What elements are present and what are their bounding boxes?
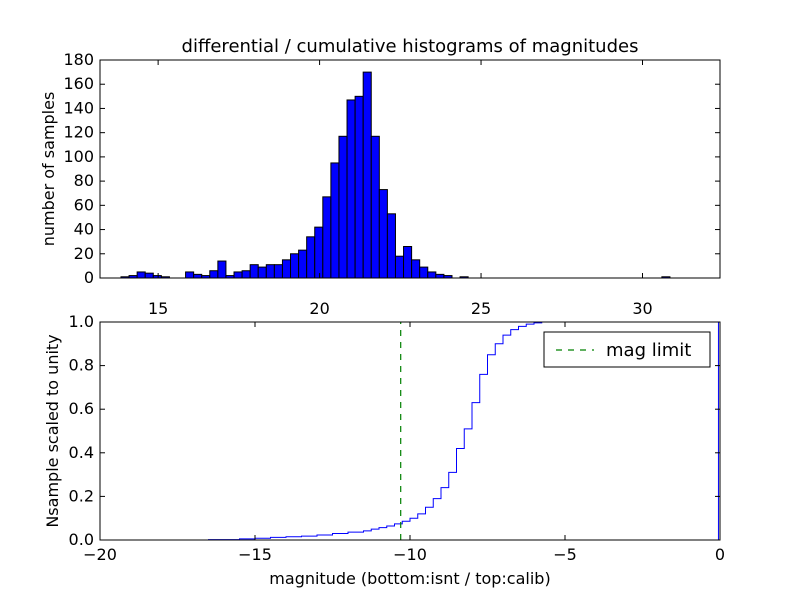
histogram-bar — [298, 249, 308, 279]
histogram-bar — [265, 264, 275, 279]
histogram-bar — [136, 271, 146, 279]
histogram-bar — [346, 99, 356, 279]
histogram-bar — [185, 271, 195, 279]
histogram-bar — [394, 255, 405, 279]
histogram-bar — [322, 196, 332, 279]
top-y-tick-label: 0 — [84, 268, 94, 287]
histogram-bar — [281, 259, 292, 279]
top-y-tick-label: 60 — [74, 195, 94, 214]
figure-title: differential / cumulative histograms of … — [182, 36, 639, 57]
bottom-x-tick-label: −20 — [83, 545, 117, 564]
legend: mag limit — [543, 331, 711, 368]
top-histogram-axes: 0 20 40 60 80 100 120 140 160 180 15 20 25 30 — [63, 50, 721, 318]
bottom-x-tick-label: 0 — [715, 545, 725, 564]
histogram-bar — [241, 270, 251, 279]
histogram-bar — [378, 189, 388, 279]
histogram-bar — [144, 272, 154, 279]
histogram-bar — [354, 95, 364, 279]
histogram-bar — [209, 270, 219, 279]
top-y-tick-label: 80 — [74, 171, 94, 190]
top-y-tick-label: 120 — [63, 123, 94, 142]
histogram-bar — [290, 253, 300, 279]
histogram-bar — [419, 266, 429, 279]
top-x-tick-label: 25 — [471, 299, 491, 318]
histogram-bar — [249, 264, 259, 279]
bottom-x-tick-label: −10 — [393, 545, 427, 564]
histogram-bar — [362, 71, 372, 279]
bottom-y-tick-label: 0.2 — [69, 486, 94, 505]
histogram-bar — [411, 259, 421, 279]
bottom-cumulative-axes: 0.0 0.2 0.4 0.6 0.8 1.0 −20 −15 −10 −5 0 — [69, 312, 726, 564]
top-y-tick-label: 160 — [63, 74, 94, 93]
histogram-bar — [217, 260, 227, 279]
histogram-bar — [193, 273, 203, 279]
histogram-bar — [330, 162, 340, 279]
top-plot-frame — [99, 59, 721, 279]
cumulative-step-line — [100, 321, 719, 541]
bottom-x-axis-label: magnitude (bottom:isnt / top:calib) — [269, 569, 550, 588]
bottom-y-axis-label: Nsample scaled to unity — [43, 334, 62, 527]
top-x-tick-label: 15 — [148, 299, 168, 318]
bottom-x-tick-label: −5 — [553, 545, 577, 564]
histogram-bar — [257, 266, 267, 279]
legend-label-mag-limit: mag limit — [606, 340, 691, 361]
bottom-y-tick-label: 0.0 — [69, 530, 94, 549]
top-y-tick-label: 180 — [63, 50, 94, 69]
bottom-y-tick-label: 0.8 — [69, 356, 94, 375]
bottom-x-tick-label: −15 — [238, 545, 272, 564]
histogram-bar — [273, 264, 283, 279]
top-y-tick-label: 140 — [63, 98, 94, 117]
histogram-bar — [386, 213, 396, 279]
histogram-bar — [306, 236, 316, 279]
histogram-bar — [338, 135, 348, 279]
histogram-bar — [435, 273, 445, 279]
histogram-bar — [427, 271, 437, 279]
histogram-bar — [403, 246, 413, 279]
top-y-tick-label: 100 — [63, 147, 94, 166]
top-y-axis-label: number of samples — [39, 92, 58, 247]
bottom-y-tick-label: 1.0 — [69, 312, 94, 331]
top-x-tick-label: 30 — [632, 299, 652, 318]
top-y-tick-label: 20 — [74, 244, 94, 263]
bottom-y-tick-label: 0.4 — [69, 443, 94, 462]
histogram-bar — [370, 135, 380, 279]
bottom-y-tick-label: 0.6 — [69, 399, 94, 418]
top-y-tick-label: 40 — [74, 220, 94, 239]
top-x-tick-label: 20 — [309, 299, 329, 318]
histogram-bar — [314, 226, 324, 279]
histogram-bar — [233, 271, 243, 279]
